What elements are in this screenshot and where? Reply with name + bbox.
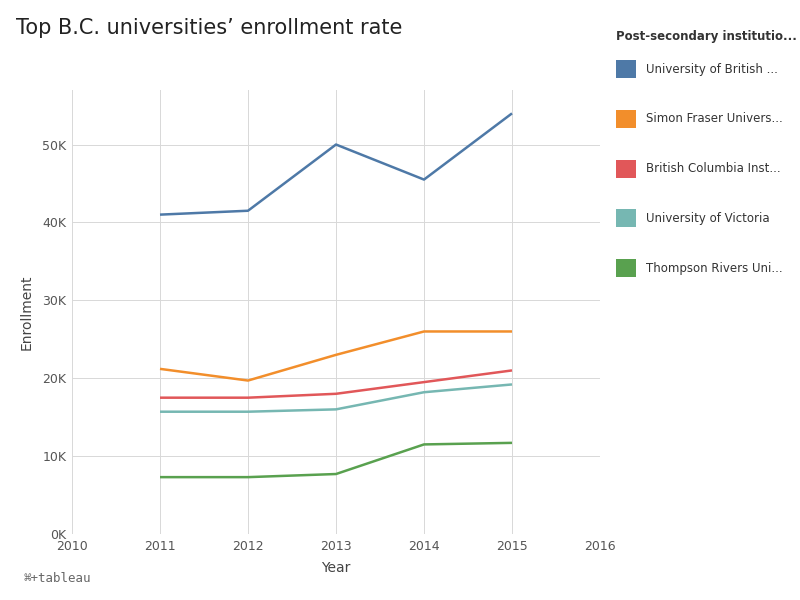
- Text: Post-secondary institutio...: Post-secondary institutio...: [616, 30, 797, 43]
- Text: University of Victoria: University of Victoria: [646, 212, 770, 225]
- Text: Thompson Rivers Uni...: Thompson Rivers Uni...: [646, 262, 782, 275]
- Text: British Columbia Inst...: British Columbia Inst...: [646, 162, 780, 175]
- Text: University of British ...: University of British ...: [646, 62, 778, 76]
- Text: Top B.C. universities’ enrollment rate: Top B.C. universities’ enrollment rate: [16, 18, 402, 38]
- Text: Simon Fraser Univers...: Simon Fraser Univers...: [646, 112, 782, 125]
- Y-axis label: Enrollment: Enrollment: [20, 274, 34, 350]
- X-axis label: Year: Year: [322, 561, 350, 575]
- Text: ⌘+tableau: ⌘+tableau: [24, 572, 91, 586]
